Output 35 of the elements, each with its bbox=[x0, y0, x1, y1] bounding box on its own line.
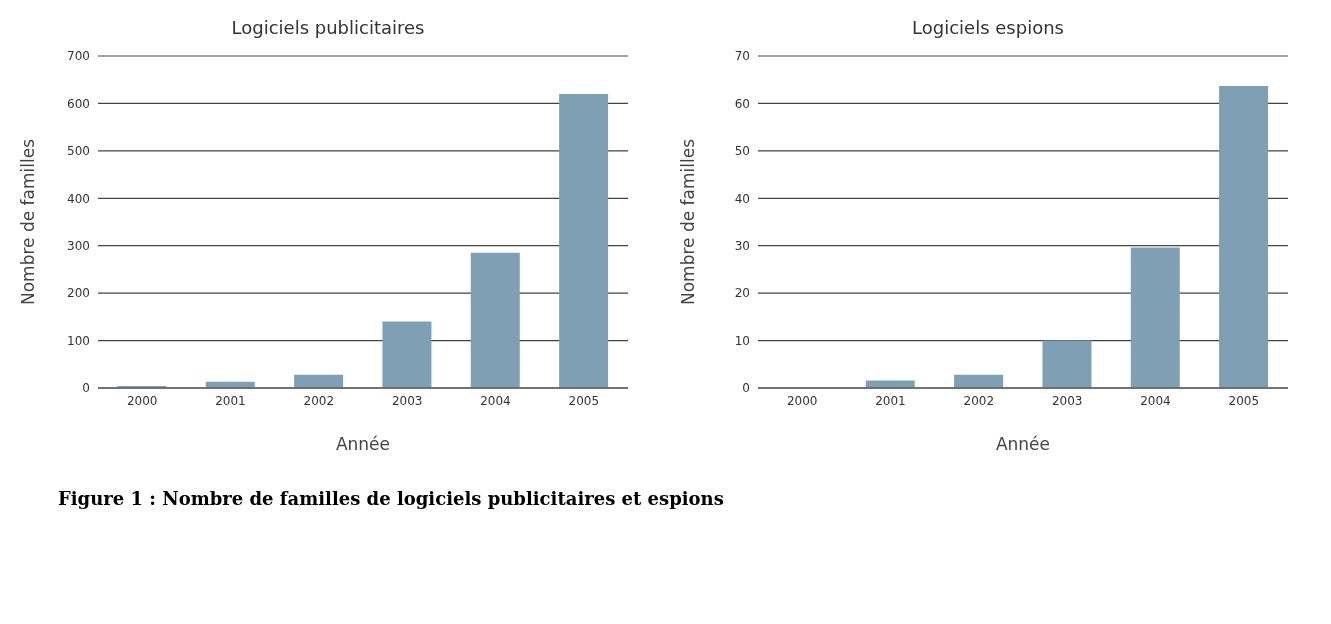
x-tick-label: 2002 bbox=[963, 393, 995, 408]
y-tick-label: 0 bbox=[82, 381, 90, 396]
y-tick-label: 600 bbox=[67, 96, 90, 111]
y-axis-title: Nombre de familles bbox=[18, 138, 39, 306]
x-tick-label: 2005 bbox=[568, 393, 600, 408]
x-tick-label: 2003 bbox=[1051, 393, 1083, 408]
x-axis-title: Année bbox=[995, 434, 1051, 454]
y-tick-label: 200 bbox=[67, 286, 90, 301]
y-tick-label: 50 bbox=[734, 144, 750, 159]
x-tick-label: 2000 bbox=[126, 393, 158, 408]
y-tick-label: 0 bbox=[742, 381, 750, 396]
y-tick-label: 400 bbox=[67, 191, 90, 206]
x-tick-label: 2005 bbox=[1228, 393, 1260, 408]
y-axis-title: Nombre de familles bbox=[678, 138, 699, 306]
x-tick-label: 2002 bbox=[303, 393, 335, 408]
x-tick-label: 2004 bbox=[1140, 393, 1171, 408]
y-tick-label: 10 bbox=[734, 333, 750, 348]
y-tick-label: 70 bbox=[734, 49, 750, 64]
x-tick-label: 2000 bbox=[786, 393, 818, 408]
x-tick-label: 2001 bbox=[215, 393, 246, 408]
y-tick-label: 700 bbox=[67, 49, 90, 64]
caption: Figure 1 : Nombre de familles de logiciels publicitaires et espions bbox=[58, 488, 725, 509]
x-tick-label: 2003 bbox=[391, 393, 423, 408]
x-axis-title: Année bbox=[335, 434, 391, 454]
chart-title: Logiciels publicitaires bbox=[230, 16, 426, 40]
y-tick-label: 20 bbox=[734, 286, 750, 301]
x-tick-label: 2001 bbox=[875, 393, 906, 408]
y-tick-label: 40 bbox=[734, 191, 750, 206]
chart-title: Logiciels espions bbox=[911, 16, 1065, 40]
y-tick-label: 500 bbox=[67, 144, 90, 159]
y-tick-label: 300 bbox=[67, 238, 90, 253]
y-tick-label: 30 bbox=[734, 238, 750, 253]
x-tick-label: 2004 bbox=[480, 393, 511, 408]
y-tick-label: 60 bbox=[734, 96, 750, 111]
y-tick-label: 100 bbox=[67, 333, 90, 348]
